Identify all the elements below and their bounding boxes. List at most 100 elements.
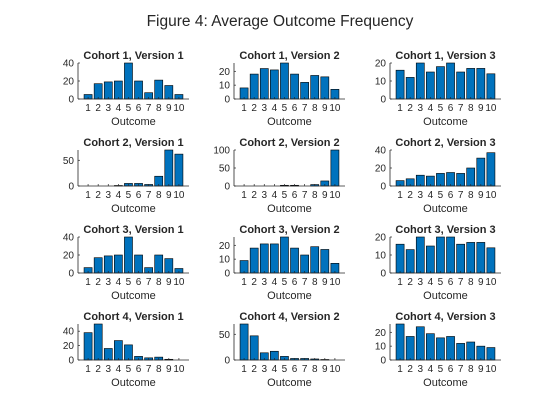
x-tick-label: 2 [95,364,101,375]
y-tick-label: 40 [63,233,75,244]
bar-4 [426,71,435,100]
x-tick-label: 1 [85,190,91,201]
subplot-2-1: Cohort 2, Version 1 0 50 1 2 3 4 5 6 7 8 9 10 Outcome [63,137,189,215]
bar-4 [114,340,123,361]
y-tick-label: 20 [63,251,75,262]
subplot-title: Cohort 2, Version 2 [239,137,339,149]
bar-8 [466,68,476,100]
x-tick-label: 6 [292,103,298,114]
subplot-title: Cohort 3, Version 2 [239,224,339,236]
x-tick-label: 6 [136,190,142,201]
bar-3 [259,68,269,100]
y-tick-label: 20 [375,164,387,175]
subplot-title: Cohort 3, Version 1 [83,224,183,236]
bar-2 [249,335,259,361]
x-tick-label: 10 [173,364,185,375]
y-tick-label: 0 [224,182,230,193]
x-tick-label: 4 [428,277,434,288]
x-tick-label: 10 [485,103,497,114]
subplot-2-2: Cohort 2, Version 2 0 50 100 1 2 3 4 5 6 7 8 9 10 Outc… [213,137,345,215]
bar-9 [476,157,486,187]
subplot-4-1: Cohort 4, Version 1 0 20 40 1 2 3 4 5 6 7 8 9 10 Outco… [63,311,189,389]
bar-6 [134,80,143,100]
y-tick-label: 20 [375,59,387,70]
bar-3 [103,81,113,100]
bar-2 [405,249,415,274]
x-tick-label: 2 [407,277,413,288]
bar-5 [124,62,133,100]
bar-9 [164,85,174,100]
x-tick-label: 3 [261,364,267,375]
x-tick-label: 3 [417,364,423,375]
subplot-title: Cohort 4, Version 1 [83,311,183,323]
x-axis-label: Outcome [111,377,156,389]
bar-6 [446,236,455,274]
y-tick-label: 10 [375,77,387,88]
bar-9 [476,68,486,100]
bar-8 [466,341,476,361]
figure-title: Figure 4: Average Outcome Frequency [147,13,414,30]
x-tick-label: 5 [282,190,288,201]
x-tick-label: 6 [448,103,454,114]
subplot-3-1: Cohort 3, Version 1 0 20 40 1 2 3 4 5 6 7 8 9 10 Outco… [63,224,189,302]
bar-2 [93,257,103,274]
x-tick-label: 9 [478,277,484,288]
bar-2 [249,73,259,100]
y-tick-label: 0 [224,269,230,280]
y-tick-label: 20 [375,328,387,339]
x-tick-label: 7 [302,190,308,201]
bar-1 [83,332,93,361]
x-tick-label: 4 [428,103,434,114]
subplot-title: Cohort 4, Version 3 [395,311,495,323]
y-tick-label: 0 [380,356,386,367]
x-tick-label: 7 [458,103,464,114]
bar-9 [476,345,486,361]
x-tick-label: 1 [241,190,247,201]
bar-2 [405,336,415,361]
x-axis-label: Outcome [111,290,156,302]
subplot-title: Cohort 2, Version 3 [395,137,495,149]
x-tick-label: 7 [458,364,464,375]
y-tick-label: 0 [68,269,74,280]
y-tick-label: 0 [380,95,386,106]
y-tick-label: 0 [380,269,386,280]
x-tick-label: 8 [312,190,318,201]
x-tick-label: 3 [261,277,267,288]
x-tick-label: 10 [173,190,185,201]
bar-10 [486,73,496,100]
x-tick-label: 7 [146,190,152,201]
x-tick-label: 4 [428,190,434,201]
x-tick-label: 8 [156,103,162,114]
x-tick-label: 8 [156,277,162,288]
x-tick-label: 10 [329,103,341,114]
x-tick-label: 6 [292,364,298,375]
bar-2 [93,323,103,361]
x-tick-label: 7 [146,103,152,114]
x-tick-label: 3 [105,103,111,114]
x-tick-label: 6 [292,277,298,288]
x-tick-label: 4 [428,364,434,375]
x-tick-label: 3 [417,103,423,114]
bar-10 [486,247,496,274]
x-tick-label: 8 [468,364,474,375]
y-tick-label: 10 [375,251,387,262]
x-tick-label: 3 [261,103,267,114]
x-tick-label: 4 [272,190,278,201]
subplot-2-3: Cohort 2, Version 3 0 20 40 1 2 3 4 5 6 7 8 9 10 Outco… [375,137,501,215]
bar-8 [154,79,164,100]
x-tick-label: 10 [173,103,185,114]
x-tick-label: 9 [322,364,328,375]
bar-5 [436,337,445,361]
x-axis-label: Outcome [111,116,156,128]
x-tick-label: 4 [272,364,278,375]
y-tick-label: 20 [63,341,75,352]
x-tick-label: 7 [458,277,464,288]
plot-area [234,150,345,186]
bar-8 [154,254,164,274]
y-tick-label: 10 [219,255,231,266]
x-tick-label: 6 [136,103,142,114]
x-tick-label: 10 [329,277,341,288]
x-tick-label: 9 [166,103,172,114]
